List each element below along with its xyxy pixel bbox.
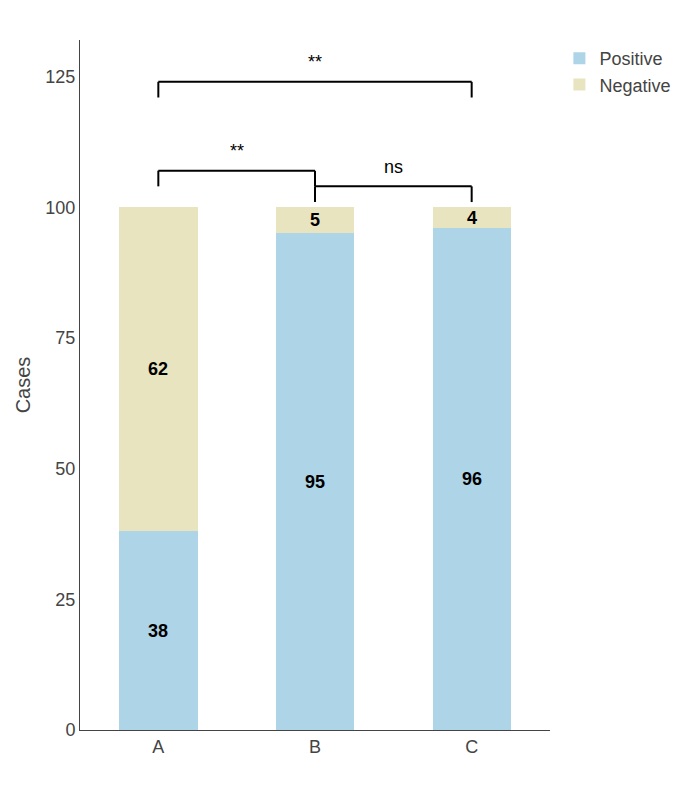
svg-text:**: ** [230, 141, 244, 161]
svg-text:Cases: Cases [12, 357, 34, 414]
svg-text:50: 50 [55, 459, 75, 479]
svg-text:4: 4 [467, 208, 477, 228]
svg-text:Negative: Negative [599, 76, 670, 96]
svg-text:95: 95 [305, 472, 325, 492]
svg-text:125: 125 [45, 67, 75, 87]
svg-text:75: 75 [55, 328, 75, 348]
svg-text:100: 100 [45, 198, 75, 218]
svg-text:5: 5 [310, 210, 320, 230]
svg-text:A: A [152, 737, 164, 757]
svg-text:ns: ns [384, 157, 403, 177]
svg-text:96: 96 [462, 469, 482, 489]
svg-text:25: 25 [55, 590, 75, 610]
svg-text:**: ** [308, 52, 322, 72]
svg-text:62: 62 [148, 359, 168, 379]
svg-text:C: C [465, 737, 478, 757]
svg-text:38: 38 [148, 621, 168, 641]
svg-text:B: B [309, 737, 321, 757]
svg-text:Positive: Positive [599, 49, 662, 69]
svg-text:0: 0 [65, 720, 75, 740]
